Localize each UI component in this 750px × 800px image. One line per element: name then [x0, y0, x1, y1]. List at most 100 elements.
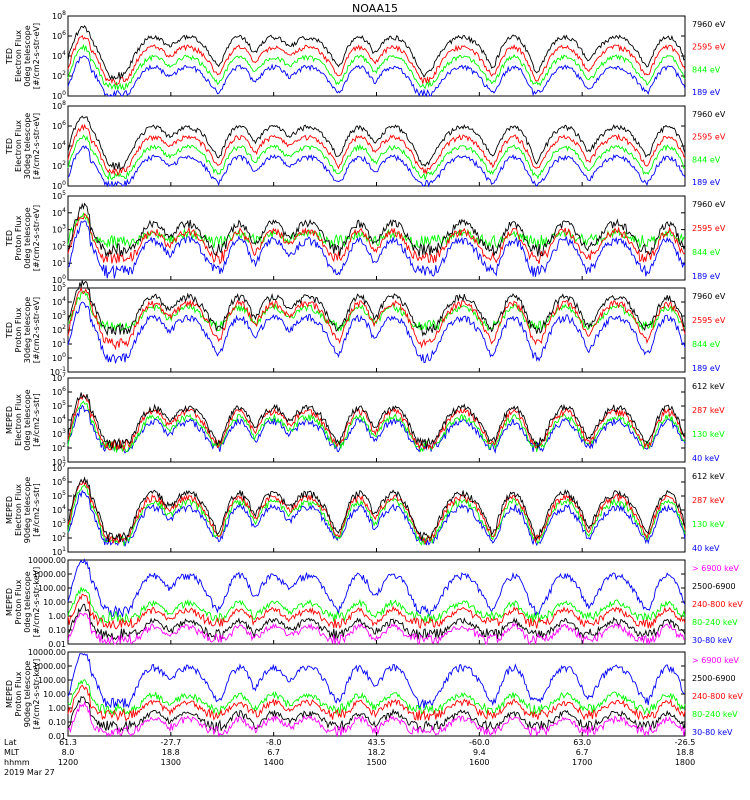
- series-line: [67, 489, 686, 547]
- legend-entry: 130 keV: [692, 520, 725, 529]
- series-line: [67, 404, 686, 454]
- series-line: [67, 123, 686, 177]
- y-tick-label: 108: [52, 10, 66, 21]
- series-line: [67, 301, 686, 364]
- legend-entry: 189 eV: [692, 272, 721, 281]
- x-tick-label: 1400: [263, 758, 283, 767]
- y-axis-label: [#/cm2-s-str-keV]: [32, 659, 41, 730]
- y-axis-label: Proton Flux: [14, 671, 23, 716]
- legend-entry: 240-800 keV: [692, 692, 743, 701]
- y-tick-label: 100: [52, 90, 66, 101]
- x-tick-label: 61.3: [59, 738, 77, 747]
- y-tick-label: 106: [52, 386, 66, 397]
- legend-entry: 844 eV: [692, 248, 721, 257]
- x-tick-label: 9.4: [473, 748, 486, 757]
- panel-4: 10-1 100 101 102 103 104 105 TED Proton Flux 30de…: [5, 280, 726, 377]
- x-tick-label: -8.0: [266, 738, 282, 747]
- y-axis-label: TED: [5, 138, 14, 155]
- legend-entry: 7960 eV: [692, 20, 726, 29]
- series-line: [67, 392, 686, 451]
- y-axis-label: Electron Flux: [14, 484, 23, 536]
- y-axis-label: [#/cm2-s-str-eV]: [32, 113, 41, 179]
- legend-entry: 7960 eV: [692, 200, 726, 209]
- x-row-label: hhmm: [4, 758, 30, 767]
- legend-entry: 7960 eV: [692, 292, 726, 301]
- plot-frame: [67, 377, 686, 463]
- y-tick-label: 101: [52, 456, 66, 467]
- y-tick-label: 105: [52, 282, 66, 293]
- y-tick-label: 104: [52, 207, 66, 218]
- legend-entry: > 6900 keV: [692, 656, 739, 665]
- y-axis-label: [#/cm2-s-str-eV]: [32, 205, 41, 271]
- series-line: [67, 212, 686, 250]
- legend-entry: 2595 eV: [692, 133, 726, 142]
- y-tick-label: 1000.00: [33, 570, 66, 579]
- legend-entry: 844 eV: [692, 340, 721, 349]
- series-line: [67, 134, 686, 181]
- x-tick-label: 1200: [58, 758, 78, 767]
- x-axis-labels: LatMLThhmm61.38.01200-27.718.81300-8.06.…: [4, 92, 695, 777]
- x-tick-label: 18.2: [368, 748, 386, 757]
- y-tick-label: 107: [52, 372, 66, 383]
- y-tick-label: 102: [52, 324, 66, 335]
- legend-entry: 2595 eV: [692, 224, 726, 233]
- x-row-label: Lat: [4, 738, 17, 747]
- y-tick-label: 0.10: [48, 626, 66, 635]
- x-tick-label: 1500: [366, 758, 386, 767]
- y-tick-label: 10.00: [43, 598, 66, 607]
- legend-entry: 612 keV: [692, 472, 725, 481]
- series-line: [67, 34, 686, 85]
- x-tick-label: 8.0: [62, 748, 75, 757]
- y-axis-label: [#/cm2-s-str-eV]: [32, 23, 41, 89]
- series-line: [67, 400, 686, 453]
- y-tick-label: 103: [52, 310, 66, 321]
- series-line: [67, 43, 686, 92]
- y-axis-label: [#/cm2-s-str]: [32, 483, 41, 536]
- y-tick-label: 105: [52, 400, 66, 411]
- y-axis-label: MEPED: [5, 496, 14, 524]
- y-tick-label: 104: [52, 50, 66, 61]
- y-tick-label: 103: [52, 224, 66, 235]
- y-axis-label: Electron Flux: [14, 30, 23, 82]
- legend-entry: 2500-6900: [692, 582, 736, 591]
- y-axis-label: 30deg telescope: [23, 297, 32, 364]
- y-axis-label: MEPED: [5, 588, 14, 616]
- y-tick-label: 102: [52, 442, 66, 453]
- plot-frame: [67, 467, 686, 553]
- y-axis-label: 0deg telescope: [23, 207, 32, 268]
- series-line: [67, 290, 686, 332]
- legend-entry: 189 eV: [692, 178, 721, 187]
- panel-1: 100 102 104 106 108 TED Electron Flux 0deg tele…: [5, 10, 726, 101]
- y-tick-label: 104: [52, 296, 66, 307]
- y-axis-label: Proton Flux: [14, 307, 23, 352]
- x-tick-label: 63.0: [573, 738, 591, 747]
- legend-entry: 2500-6900: [692, 674, 736, 683]
- y-tick-label: 10.00: [43, 690, 66, 699]
- series-line: [67, 280, 686, 337]
- y-axis-label: Proton Flux: [14, 579, 23, 624]
- plot-frame: [67, 559, 686, 645]
- legend-entry: 189 eV: [692, 88, 721, 97]
- y-axis-label: 0deg telescope: [23, 25, 32, 86]
- legend-entry: 2595 eV: [692, 316, 726, 325]
- x-tick-label: -27.7: [160, 738, 181, 747]
- series-line: [67, 586, 686, 624]
- y-tick-label: 104: [52, 414, 66, 425]
- y-tick-label: 106: [52, 120, 66, 131]
- y-tick-label: 100: [52, 352, 66, 363]
- legend-entry: 30-80 keV: [692, 636, 733, 645]
- x-tick-label: 1300: [161, 758, 181, 767]
- y-axis-label: [#/cm2-s-str-keV]: [32, 567, 41, 638]
- series-line: [67, 653, 686, 709]
- y-tick-label: 105: [52, 190, 66, 201]
- x-tick-label: -60.0: [469, 738, 490, 747]
- y-axis-label: TED: [5, 230, 14, 247]
- legend-entry: 40 keV: [692, 544, 720, 553]
- y-tick-label: 108: [52, 100, 66, 111]
- y-tick-label: 0.10: [48, 718, 66, 727]
- y-tick-label: 104: [52, 504, 66, 515]
- series-line: [67, 286, 686, 351]
- series-line: [67, 558, 686, 618]
- legend-entry: 189 eV: [692, 364, 721, 373]
- y-tick-label: 106: [52, 30, 66, 41]
